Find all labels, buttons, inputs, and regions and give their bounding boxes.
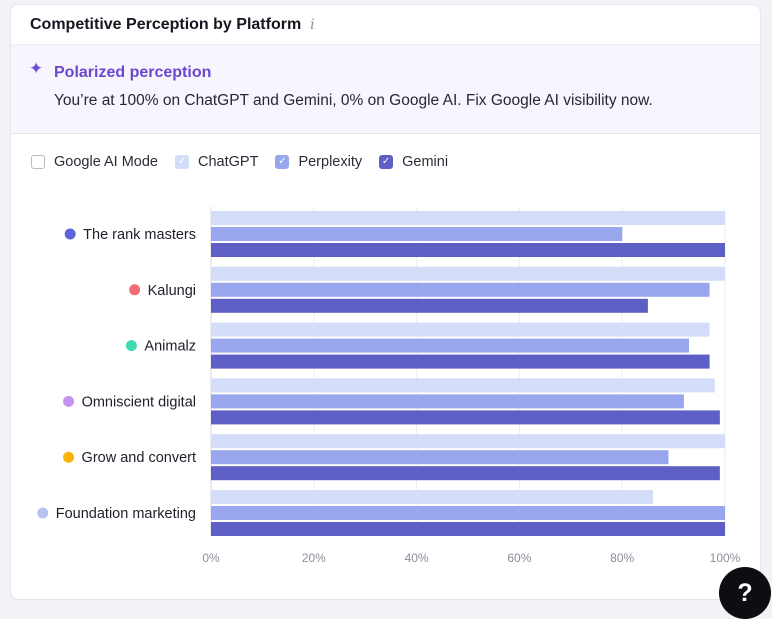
bar: [211, 354, 710, 369]
bar: [211, 266, 725, 281]
x-tick-label: 100%: [710, 551, 741, 565]
legend-label: Google AI Mode: [54, 154, 158, 170]
bar: [211, 298, 648, 313]
category-dot-icon: [129, 284, 141, 296]
category-label: Kalungi: [148, 283, 196, 299]
checkbox-checked-icon[interactable]: ✓: [175, 155, 189, 169]
category-dot-icon: [64, 228, 76, 240]
legend-item-chatgpt[interactable]: ✓ ChatGPT: [175, 154, 258, 170]
bar: [211, 522, 725, 536]
x-tick-label: 40%: [405, 551, 429, 565]
legend-item-google-ai-mode[interactable]: Google AI Mode: [31, 154, 158, 170]
bar: [211, 211, 725, 225]
x-tick-label: 20%: [302, 551, 326, 565]
checkbox-icon[interactable]: [31, 155, 45, 169]
help-button[interactable]: ?: [719, 567, 771, 619]
info-icon[interactable]: i: [310, 16, 315, 33]
checkbox-checked-icon[interactable]: ✓: [379, 155, 394, 169]
category-label: Animalz: [144, 339, 196, 355]
legend-item-perplexity[interactable]: ✓ Perplexity: [275, 154, 362, 170]
category-dot-icon: [37, 507, 49, 519]
category-dot-icon: [125, 340, 137, 352]
category-label: The rank masters: [83, 227, 196, 243]
bar: [211, 227, 623, 241]
bar: [211, 322, 710, 337]
bar: [211, 506, 725, 520]
bar: [211, 410, 720, 425]
bar: [211, 434, 725, 449]
category-label: Grow and convert: [82, 450, 196, 466]
bar-chart: 0% 20% 40% 60% 80% 100% The rank masters Kalung…: [37, 207, 741, 565]
insight-text: You’re at 100% on ChatGPT and Gemini, 0%…: [54, 92, 653, 109]
bar: [211, 243, 725, 257]
x-tick-label: 60%: [507, 551, 531, 565]
card-header: Competitive Perception by Platform i: [11, 5, 760, 45]
bar: [211, 466, 720, 481]
bar: [211, 450, 669, 465]
x-tick-label: 0%: [202, 551, 220, 565]
checkbox-checked-icon[interactable]: ✓: [275, 155, 290, 169]
legend-label: ChatGPT: [198, 154, 259, 170]
bar: [211, 394, 684, 409]
insight-banner: ✦ Polarized perception You’re at 100% on…: [11, 45, 760, 134]
card-title: Competitive Perception by Platform: [30, 15, 302, 33]
sparkle-icon: ✦: [29, 59, 44, 78]
x-tick-label: 80%: [610, 551, 634, 565]
help-label: ?: [737, 578, 753, 607]
legend-label: Perplexity: [298, 154, 363, 170]
category-label: Foundation marketing: [56, 506, 196, 522]
legend: Google AI Mode ✓ ChatGPT ✓ Perplexity ✓ …: [31, 154, 465, 170]
bar: [211, 490, 654, 504]
legend-item-gemini[interactable]: ✓ Gemini: [379, 154, 448, 170]
bar: [211, 378, 715, 393]
category-dot-icon: [63, 451, 75, 463]
insight-title: Polarized perception: [54, 64, 212, 81]
chart-card: Competitive Perception by Platform i ✦ P…: [10, 4, 761, 600]
category-dot-icon: [63, 395, 75, 407]
bar: [211, 282, 710, 297]
legend-label: Gemini: [402, 154, 449, 170]
bar: [211, 338, 690, 353]
category-label: Omniscient digital: [82, 394, 196, 410]
